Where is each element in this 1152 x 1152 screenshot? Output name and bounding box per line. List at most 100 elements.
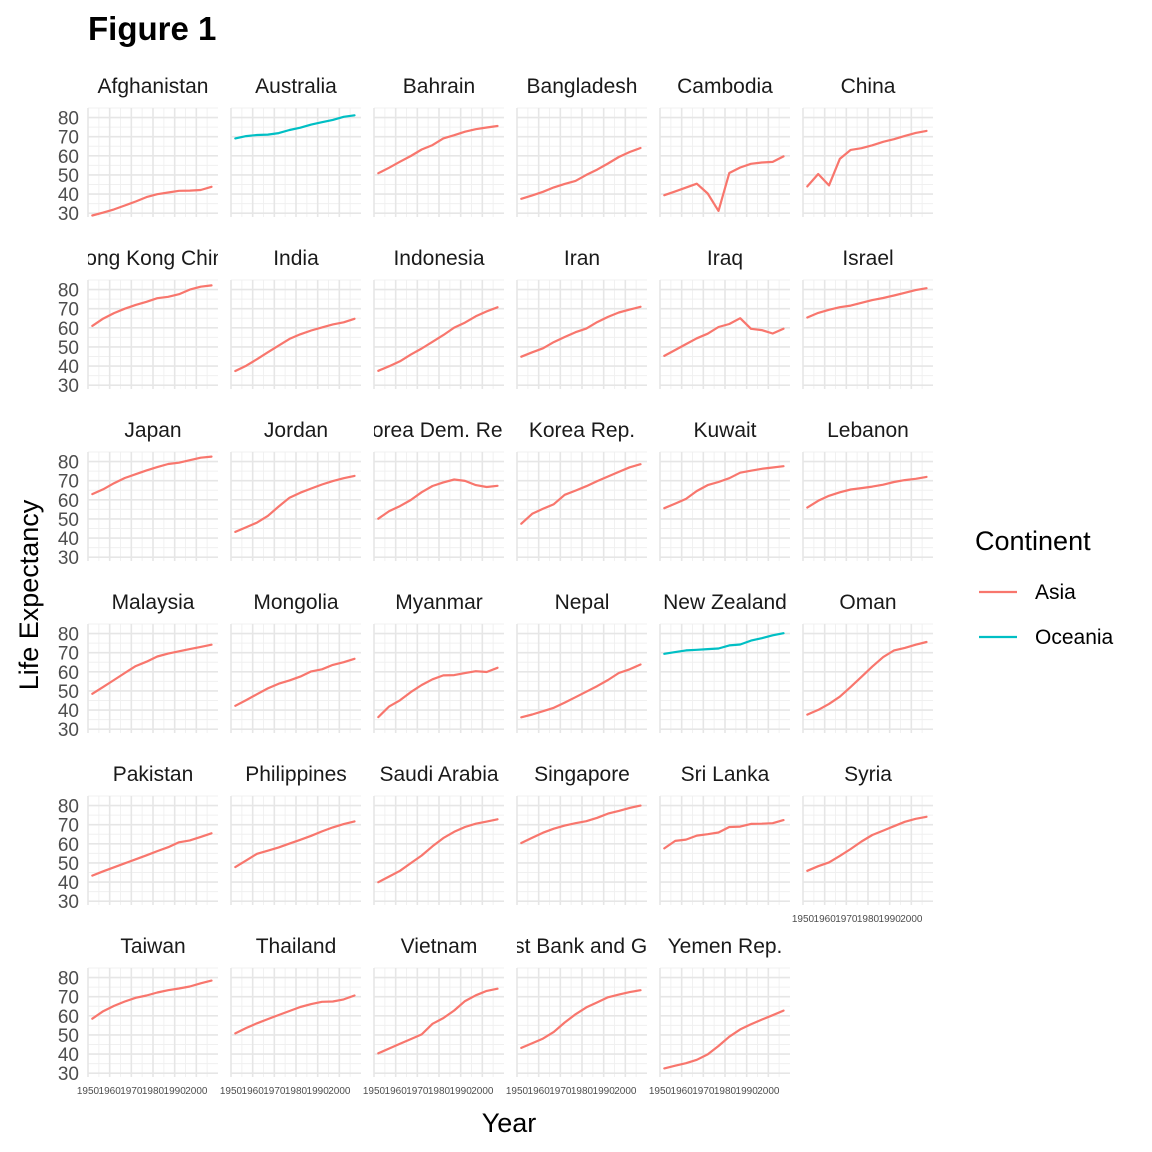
x-tick-label: 1950	[649, 1086, 672, 1097]
facet-panel-yemen-rep: Yemen Rep. 1950 1960 1970 1980 1990 2000	[649, 935, 790, 1097]
legend: Continent Asia Oceania	[975, 526, 1114, 649]
series-line-pakistan	[91, 832, 213, 877]
series-line-korea-rep	[520, 463, 642, 525]
x-tick-label: 1960	[385, 1086, 408, 1097]
y-tick-label: 80	[58, 109, 79, 130]
series-line-malaysia	[91, 643, 213, 695]
facet-panel-iraq: Iraq	[659, 247, 790, 389]
series-line-oman	[806, 640, 928, 716]
x-tick-label: 1990	[736, 1086, 759, 1097]
facet-panel-israel: Israel	[802, 247, 933, 389]
facet-panel-sri-lanka: Sri Lanka	[659, 763, 790, 905]
facet-strip-label: Singapore	[534, 763, 630, 786]
legend-title: Continent	[975, 526, 1091, 556]
facet-strip-label: West Bank and Gaza	[483, 935, 681, 958]
facet-strip-label: China	[841, 75, 896, 98]
facet-strip-label: Kuwait	[693, 419, 756, 442]
facet-strip-label: Myanmar	[395, 591, 483, 614]
x-tick-label: 1980	[285, 1086, 308, 1097]
facet-panel-korea-dem-rep: Korea Dem. Rep.	[373, 419, 504, 561]
x-tick-label: 1960	[99, 1086, 122, 1097]
x-tick-label: 1970	[263, 1086, 286, 1097]
series-line-indonesia	[377, 306, 499, 372]
series-line-australia	[234, 114, 356, 140]
y-tick-label: 80	[58, 281, 79, 302]
facet-strip-label: Lebanon	[827, 419, 909, 442]
facet-panel-iran: Iran	[516, 247, 647, 389]
facet-strip-label: Japan	[124, 419, 181, 442]
y-tick-label: 40	[58, 873, 79, 894]
y-tick-label: 50	[58, 1026, 79, 1047]
facet-panel-indonesia: Indonesia	[373, 247, 504, 389]
facet-panel-thailand: Thailand 1950 1960 1970 1980 1990 2000	[220, 935, 361, 1097]
facet-strip-label: Korea Rep.	[529, 419, 635, 442]
facet-panel-syria: Syria 1950 1960 1970 1980 1990 2000	[792, 763, 933, 925]
y-tick-label: 40	[58, 1045, 79, 1066]
legend-label-oceania: Oceania	[1035, 626, 1114, 649]
facet-panel-saudi-arabia: Saudi Arabia	[373, 763, 504, 905]
y-tick-label: 70	[58, 816, 79, 837]
x-tick-label: 1980	[142, 1086, 165, 1097]
x-tick-label: 1970	[692, 1086, 715, 1097]
x-axis-title: Year	[482, 1108, 537, 1138]
y-axis-title: Life Expectancy	[14, 499, 44, 690]
y-tick-label: 50	[58, 166, 79, 187]
facet-panel-mongolia: Mongolia	[230, 591, 361, 733]
y-tick-label: 80	[58, 453, 79, 474]
facet-strip-label: Pakistan	[113, 763, 194, 786]
series-line-nepal	[520, 663, 642, 719]
series-line-thailand	[234, 994, 356, 1035]
series-line-yemen-rep	[663, 1009, 785, 1070]
x-tick-label: 2000	[900, 914, 923, 925]
x-tick-label: 1990	[879, 914, 902, 925]
y-tick-label: 80	[58, 797, 79, 818]
y-tick-label: 40	[58, 529, 79, 550]
facet-strip-label: Saudi Arabia	[379, 763, 498, 786]
facet-strip-label: Indonesia	[393, 247, 484, 270]
series-line-korea-dem-rep	[377, 478, 499, 520]
y-tick-label: 40	[58, 701, 79, 722]
x-tick-label: 1970	[835, 914, 858, 925]
facet-strip-label: Taiwan	[120, 935, 185, 958]
y-tick-label: 30	[58, 376, 79, 397]
y-tick-label: 60	[58, 1007, 79, 1028]
series-line-israel	[806, 287, 928, 319]
series-line-myanmar	[377, 666, 499, 719]
y-tick-label: 70	[58, 988, 79, 1009]
series-line-singapore	[520, 804, 642, 845]
series-line-cambodia	[663, 155, 785, 212]
series-line-china	[806, 129, 928, 188]
facet-strip-label: Yemen Rep.	[668, 935, 783, 958]
series-line-hong-kong-china	[91, 284, 213, 327]
y-tick-label: 60	[58, 491, 79, 512]
y-tick-label: 30	[58, 548, 79, 569]
x-tick-label: 1950	[506, 1086, 529, 1097]
x-tick-label: 1990	[164, 1086, 187, 1097]
y-tick-label: 50	[58, 338, 79, 359]
facet-panel-china: China	[802, 75, 933, 217]
facet-strip-label: Jordan	[264, 419, 328, 442]
x-tick-label: 2000	[757, 1086, 780, 1097]
series-line-sri-lanka	[663, 818, 785, 850]
facet-strip-label: Malaysia	[112, 591, 195, 614]
x-tick-label: 1960	[814, 914, 837, 925]
facet-panel-korea-rep: Korea Rep.	[516, 419, 647, 561]
series-line-vietnam	[377, 987, 499, 1055]
x-tick-label: 1970	[406, 1086, 429, 1097]
series-line-iran	[520, 305, 642, 358]
y-tick-label: 40	[58, 357, 79, 378]
x-tick-label: 2000	[614, 1086, 637, 1097]
y-tick-label: 40	[58, 185, 79, 206]
x-tick-label: 2000	[471, 1086, 494, 1097]
series-line-mongolia	[234, 657, 356, 707]
series-line-taiwan	[91, 979, 213, 1020]
y-tick-label: 30	[58, 204, 79, 225]
y-tick-label: 30	[58, 720, 79, 741]
facet-strip-label: Thailand	[256, 935, 337, 958]
x-tick-label: 1950	[792, 914, 815, 925]
